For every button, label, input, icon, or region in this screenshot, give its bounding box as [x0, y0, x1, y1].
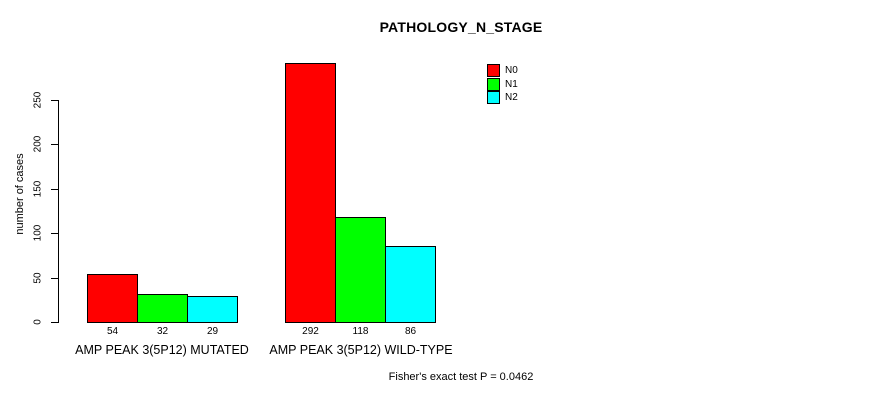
legend-swatch-icon — [487, 64, 500, 78]
bar-n0-group2 — [285, 63, 336, 323]
x-axis-group-label: AMP PEAK 3(5P12) WILD-TYPE — [269, 343, 453, 357]
bar-value-label: 292 — [302, 326, 319, 337]
bar-n2-group2 — [385, 246, 436, 323]
y-axis-tick — [51, 144, 58, 145]
legend-label: N0 — [505, 65, 518, 77]
bar-value-label: 29 — [206, 326, 219, 337]
y-axis-tick-label: 100 — [32, 224, 44, 242]
y-axis-tick-label: 250 — [32, 91, 44, 109]
legend-swatch-icon — [487, 91, 500, 105]
bar-value-label: 118 — [352, 326, 369, 337]
legend-label: N1 — [505, 78, 518, 90]
legend-label: N2 — [505, 92, 518, 104]
y-axis-tick-label: 150 — [32, 180, 44, 198]
y-axis-tick — [51, 189, 58, 190]
y-axis-tick-label: 50 — [32, 272, 44, 284]
legend-swatch-icon — [487, 77, 500, 91]
bar-n1-group2 — [335, 217, 386, 323]
footnote-pvalue: Fisher's exact test P = 0.0462 — [388, 371, 534, 383]
y-axis-tick-label: 200 — [32, 135, 44, 153]
y-axis-tick — [51, 322, 58, 323]
legend: N0 N1 N2 — [487, 64, 518, 105]
legend-item-n0: N0 — [487, 64, 518, 78]
y-axis-line — [58, 100, 59, 323]
y-axis-tick — [51, 278, 58, 279]
bar-value-label: 32 — [156, 326, 169, 337]
legend-item-n1: N1 — [487, 77, 518, 92]
x-axis-group-label: AMP PEAK 3(5P12) MUTATED — [75, 343, 249, 357]
bar-n1-group1 — [137, 294, 188, 323]
bar-value-label: 54 — [106, 326, 119, 337]
bar-n2-group1 — [187, 296, 238, 323]
y-axis-tick — [51, 100, 58, 101]
y-axis-tick — [51, 233, 58, 234]
y-axis-tick-label: 0 — [32, 319, 44, 325]
bar-n0-group1 — [87, 274, 138, 323]
bar-value-label: 86 — [404, 326, 417, 337]
chart-title: PATHOLOGY_N_STAGE — [379, 19, 543, 35]
y-axis-title: number of cases — [14, 153, 26, 235]
legend-item-n2: N2 — [487, 91, 518, 105]
